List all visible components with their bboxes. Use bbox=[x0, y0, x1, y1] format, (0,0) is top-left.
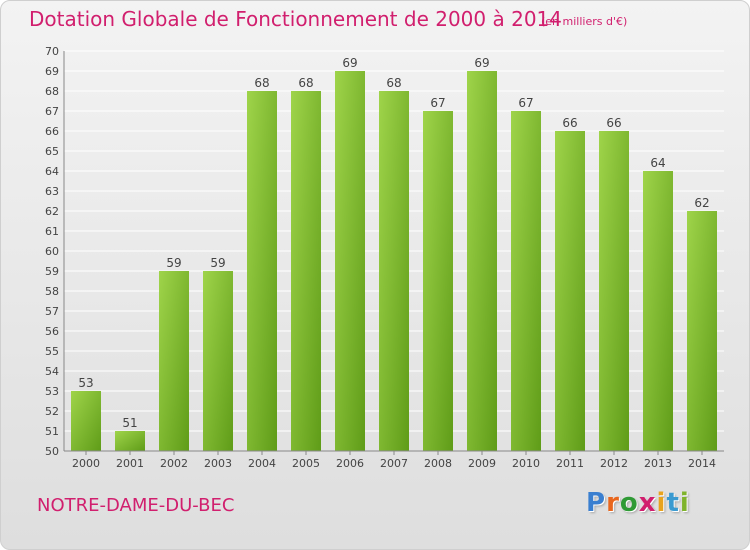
commune-name: NOTRE-DAME-DU-BEC bbox=[37, 495, 235, 516]
x-tick-label: 2007 bbox=[380, 457, 408, 470]
x-tick-label: 2001 bbox=[116, 457, 144, 470]
data-labels: 53 51 59 59 68 68 69 68 67 69 67 66 66 64 62 bbox=[78, 56, 709, 430]
y-tick-label: 60 bbox=[45, 245, 59, 258]
y-tick-label: 52 bbox=[45, 405, 59, 418]
y-tick-label: 68 bbox=[45, 85, 59, 98]
chart-subtitle: (en milliers d'€) bbox=[541, 15, 628, 28]
logo-letter: x bbox=[638, 488, 657, 518]
bar bbox=[467, 71, 497, 451]
x-tick-label: 2014 bbox=[688, 457, 716, 470]
bar bbox=[379, 91, 409, 451]
y-tick-label: 67 bbox=[45, 105, 59, 118]
bar bbox=[115, 431, 145, 451]
y-tick-label: 64 bbox=[45, 165, 59, 178]
y-tick-label: 69 bbox=[45, 65, 59, 78]
x-tick-label: 2011 bbox=[556, 457, 584, 470]
bar bbox=[643, 171, 673, 451]
bars bbox=[71, 71, 717, 451]
y-tick-label: 54 bbox=[45, 365, 59, 378]
axes bbox=[63, 51, 724, 452]
proxiti-logo: Proxiti bbox=[586, 488, 690, 518]
bar bbox=[687, 211, 717, 451]
chart-title: Dotation Globale de Fonctionnement de 20… bbox=[29, 7, 562, 31]
y-tick-label: 63 bbox=[45, 185, 59, 198]
logo-letter: t bbox=[666, 488, 680, 518]
x-tick-label: 2009 bbox=[468, 457, 496, 470]
bar bbox=[203, 271, 233, 451]
data-label: 59 bbox=[166, 256, 181, 270]
bar bbox=[291, 91, 321, 451]
bar bbox=[71, 391, 101, 451]
x-tick-label: 2003 bbox=[204, 457, 232, 470]
x-tick-label: 2002 bbox=[160, 457, 188, 470]
bar bbox=[511, 111, 541, 451]
bar bbox=[335, 71, 365, 451]
y-tick-label: 58 bbox=[45, 285, 59, 298]
data-label: 66 bbox=[606, 116, 621, 130]
bar bbox=[599, 131, 629, 451]
data-label: 67 bbox=[518, 96, 533, 110]
y-tick-label: 59 bbox=[45, 265, 59, 278]
logo-letter: i bbox=[656, 488, 667, 518]
y-tick-label: 55 bbox=[45, 345, 59, 358]
data-label: 64 bbox=[650, 156, 665, 170]
y-tick-label: 65 bbox=[45, 145, 59, 158]
bar bbox=[423, 111, 453, 451]
data-label: 68 bbox=[298, 76, 313, 90]
x-tick-label: 2005 bbox=[292, 457, 320, 470]
x-tick-label: 2013 bbox=[644, 457, 672, 470]
logo-letter: o bbox=[619, 488, 639, 518]
data-label: 59 bbox=[210, 256, 225, 270]
x-tick-label: 2000 bbox=[72, 457, 100, 470]
x-tick-label: 2012 bbox=[600, 457, 628, 470]
bar bbox=[247, 91, 277, 451]
data-label: 67 bbox=[430, 96, 445, 110]
data-label: 69 bbox=[342, 56, 357, 70]
x-tick-label: 2006 bbox=[336, 457, 364, 470]
y-tick-label: 50 bbox=[45, 445, 59, 458]
y-tick-label: 70 bbox=[45, 45, 59, 58]
x-tick-label: 2010 bbox=[512, 457, 540, 470]
logo-letter: P bbox=[586, 488, 607, 518]
x-tick-label: 2004 bbox=[248, 457, 276, 470]
data-label: 66 bbox=[562, 116, 577, 130]
y-axis-ticks: 50 51 52 53 54 55 56 57 58 59 60 61 62 63 64 65 66 67 68 69… bbox=[45, 45, 59, 458]
bar bbox=[555, 131, 585, 451]
y-tick-label: 61 bbox=[45, 225, 59, 238]
y-tick-label: 53 bbox=[45, 385, 59, 398]
x-axis-ticks: 2000 2001 2002 2003 2004 2005 2006 2007 2008 2009… bbox=[72, 451, 716, 470]
x-tick-label: 2008 bbox=[424, 457, 452, 470]
logo-letter: i bbox=[679, 488, 690, 518]
data-label: 53 bbox=[78, 376, 93, 390]
data-label: 68 bbox=[386, 76, 401, 90]
data-label: 68 bbox=[254, 76, 269, 90]
data-label: 51 bbox=[122, 416, 137, 430]
logo-letter: r bbox=[606, 488, 620, 518]
y-tick-label: 56 bbox=[45, 325, 59, 338]
y-tick-label: 51 bbox=[45, 425, 59, 438]
data-label: 69 bbox=[474, 56, 489, 70]
y-tick-label: 66 bbox=[45, 125, 59, 138]
y-tick-label: 62 bbox=[45, 205, 59, 218]
data-label: 62 bbox=[694, 196, 709, 210]
bar bbox=[159, 271, 189, 451]
y-tick-label: 57 bbox=[45, 305, 59, 318]
